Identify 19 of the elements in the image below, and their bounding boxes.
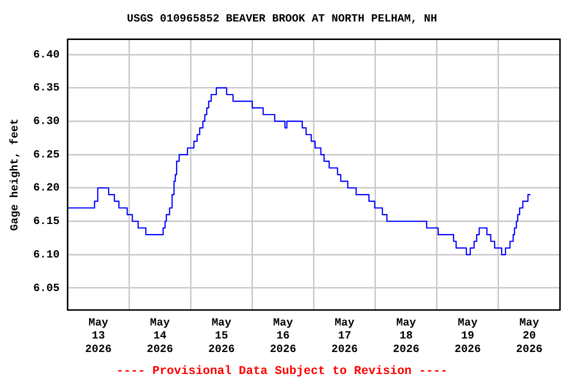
x-tick-label: May 19 2026: [454, 317, 481, 356]
x-tick-label: May 18 2026: [392, 317, 420, 356]
x-tick-label: May 17 2026: [331, 317, 358, 356]
y-tick-label: 6.40: [33, 49, 60, 62]
x-tick-label: May 16 2026: [270, 317, 296, 356]
x-tick-label: May 20 2026: [516, 317, 542, 356]
y-tick-label: 6.15: [33, 216, 60, 228]
y-tick-label: 6.30: [33, 116, 60, 128]
x-tick-label: May 15 2026: [208, 317, 235, 356]
y-tick-label: 6.20: [33, 182, 60, 195]
y-tick-label: 6.05: [33, 282, 60, 295]
x-tick-label: May 14 2026: [146, 317, 174, 356]
y-axis-title: Gage height, feet: [8, 118, 22, 231]
text: ---- Provisional Data Subject to Revision ----: [116, 364, 448, 378]
y-tick-label: 6.35: [33, 82, 60, 95]
chart-title: USGS 010965852 BEAVER BROOK AT NORTH PELHAM, NH: [126, 13, 438, 26]
x-tick-label: May 13 2026: [85, 317, 112, 356]
y-tick-label: 6.10: [33, 249, 60, 262]
y-tick-label: 6.25: [33, 149, 60, 162]
